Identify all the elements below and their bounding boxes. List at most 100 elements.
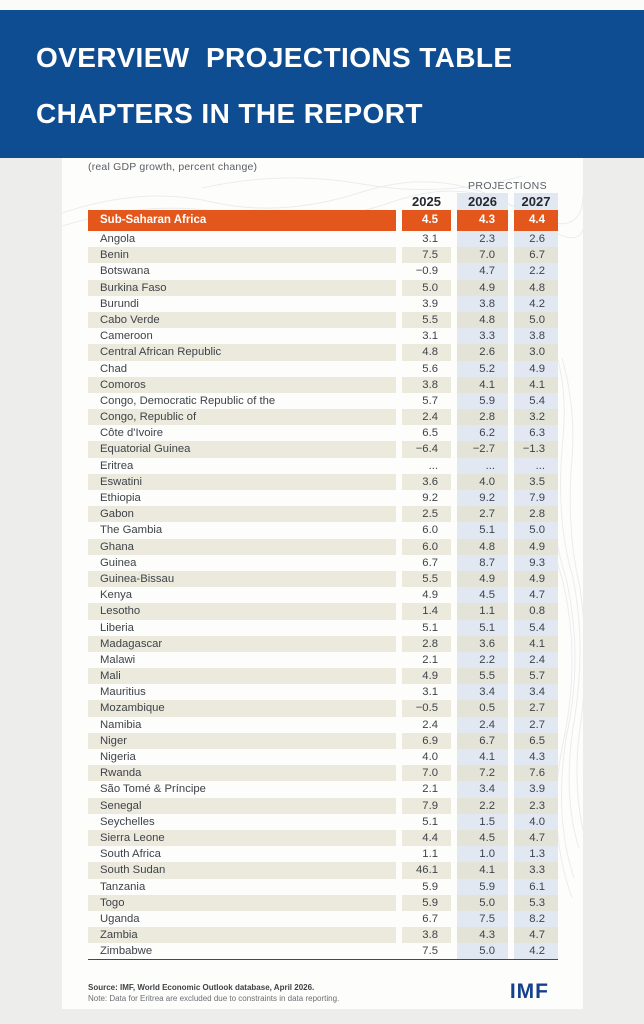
value-2025: 6.9: [402, 732, 451, 749]
value-2027: 3.2: [514, 409, 558, 426]
table-row: Comoros 3.8 4.1 4.1: [88, 376, 558, 393]
country-name: Ethiopia: [100, 492, 141, 504]
value-2026: 3.4: [457, 684, 508, 701]
region-value-2027: 4.4: [514, 210, 558, 231]
value-2026: 3.8: [457, 295, 508, 312]
value-2026: 1.0: [457, 846, 508, 863]
projections-label: PROJECTIONS: [467, 180, 548, 192]
value-2026: 2.2: [457, 651, 508, 669]
value-2027: 4.0: [514, 813, 558, 830]
table-row: South Africa 1.1 1.0 1.3: [88, 846, 558, 863]
value-2025: −6.4: [402, 441, 451, 458]
country-name: Cameroon: [100, 330, 153, 343]
table-row: Nigeria 4.0 4.1 4.3: [88, 749, 558, 766]
value-2025: 4.9: [402, 668, 451, 685]
table-row: Tanzania 5.9 5.9 6.1: [88, 878, 558, 895]
value-2026: 3.3: [457, 328, 508, 345]
value-2025: 2.8: [402, 635, 451, 652]
table-row: The Gambia 6.0 5.1 5.0: [88, 522, 558, 539]
footer-source-block: Source: IMF, World Economic Outlook data…: [88, 982, 339, 1004]
table-row: Burundi 3.9 3.8 4.2: [88, 295, 558, 312]
value-2025: 6.0: [402, 538, 451, 555]
value-2027: 5.0: [514, 311, 558, 329]
table-row: Rwanda 7.0 7.2 7.6: [88, 765, 558, 782]
value-2027: 4.8: [514, 279, 558, 296]
value-2027: 9.3: [514, 554, 558, 571]
country-name: Nigeria: [100, 751, 136, 763]
value-2027: 3.0: [514, 344, 558, 361]
value-2025: 3.9: [422, 297, 438, 310]
value-2027: 8.2: [514, 910, 558, 928]
year-header-2025: 2025: [412, 194, 441, 209]
value-2027: 4.2: [514, 943, 558, 960]
year-header-2027: 2027: [514, 193, 558, 210]
value-2026: 1.5: [457, 813, 508, 830]
table-row: Botswana −0.9 4.7 2.2: [88, 263, 558, 280]
value-2027: 2.2: [514, 263, 558, 280]
value-2026: 5.9: [457, 392, 508, 410]
table-row: Niger 6.9 6.7 6.5: [88, 732, 558, 749]
value-2025: 4.9: [422, 589, 438, 602]
value-2025: 6.0: [422, 524, 438, 537]
region-value-2025: 4.5: [402, 210, 451, 231]
value-2027: 5.3: [514, 894, 558, 911]
value-2025: 5.9: [402, 894, 451, 911]
value-2027: 4.7: [514, 587, 558, 604]
value-2025: 1.1: [422, 848, 438, 861]
country-name: Congo, Republic of: [88, 409, 396, 426]
value-2025: 9.2: [422, 492, 438, 504]
region-name: Sub-Saharan Africa: [88, 210, 396, 231]
country-name: Congo, Democratic Republic of the: [100, 394, 276, 407]
country-name: Tanzania: [100, 880, 146, 893]
country-name: Botswana: [100, 265, 150, 278]
region-total-row: Sub-Saharan Africa 4.5 4.3 4.4: [88, 210, 558, 231]
value-2025: −0.9: [415, 265, 438, 278]
table-row: Seychelles 5.1 1.5 4.0: [88, 813, 558, 830]
value-2026: 2.8: [457, 409, 508, 426]
table-row: Congo, Republic of 2.4 2.8 3.2: [88, 409, 558, 426]
country-name: Seychelles: [100, 815, 155, 828]
value-2026: ...: [457, 457, 508, 474]
top-margin-strip: [0, 0, 644, 10]
value-2025: 3.1: [422, 686, 438, 699]
value-2026: 5.0: [457, 894, 508, 911]
table-row: Ethiopia 9.2 9.2 7.9: [88, 490, 558, 507]
table-row: Mozambique −0.5 0.5 2.7: [88, 700, 558, 717]
value-2025: 5.6: [422, 362, 438, 375]
value-2026: 7.0: [457, 247, 508, 264]
table-row: Mauritius 3.1 3.4 3.4: [88, 684, 558, 701]
table-row: Eritrea ... ... ...: [88, 457, 558, 474]
value-2027: 3.4: [514, 684, 558, 701]
country-name: Guinea-Bissau: [88, 570, 396, 588]
value-2026: 8.7: [457, 554, 508, 571]
table-row: Cameroon 3.1 3.3 3.8: [88, 328, 558, 345]
table-row: Guinea-Bissau 5.5 4.9 4.9: [88, 570, 558, 588]
country-name: South Africa: [100, 848, 161, 861]
country-name: Comoros: [88, 376, 396, 393]
projections-table: PROJECTIONS 2025 2026 2027 Sub-Saharan A…: [88, 179, 558, 961]
value-2025: 5.5: [402, 570, 451, 588]
country-name: Burkina Faso: [88, 279, 396, 296]
value-2025: 5.5: [402, 311, 451, 329]
country-name: Liberia: [100, 621, 134, 634]
value-2026: 5.1: [457, 619, 508, 636]
value-2026: 5.1: [457, 522, 508, 539]
table-row: Côte d'Ivoire 6.5 6.2 6.3: [88, 425, 558, 442]
value-2026: 4.1: [457, 862, 508, 879]
value-2027: 6.3: [514, 425, 558, 442]
banner-title-line1: OVERVIEW PROJECTIONS TABLE: [36, 42, 513, 73]
table-row: Cabo Verde 5.5 4.8 5.0: [88, 311, 558, 329]
value-2027: 3.9: [514, 781, 558, 798]
value-2026: 7.2: [457, 765, 508, 782]
value-2027: 4.9: [514, 538, 558, 555]
table-row: Uganda 6.7 7.5 8.2: [88, 910, 558, 928]
value-2026: 4.5: [457, 829, 508, 847]
value-2026: 6.7: [457, 732, 508, 749]
value-2026: 2.4: [457, 716, 508, 733]
value-2027: 3.5: [514, 473, 558, 490]
value-2027: −1.3: [514, 441, 558, 458]
value-2027: 2.8: [514, 506, 558, 523]
value-2026: 4.1: [457, 749, 508, 766]
value-2027: 6.7: [514, 247, 558, 264]
table-row: Congo, Democratic Republic of the 5.7 5.…: [88, 392, 558, 410]
